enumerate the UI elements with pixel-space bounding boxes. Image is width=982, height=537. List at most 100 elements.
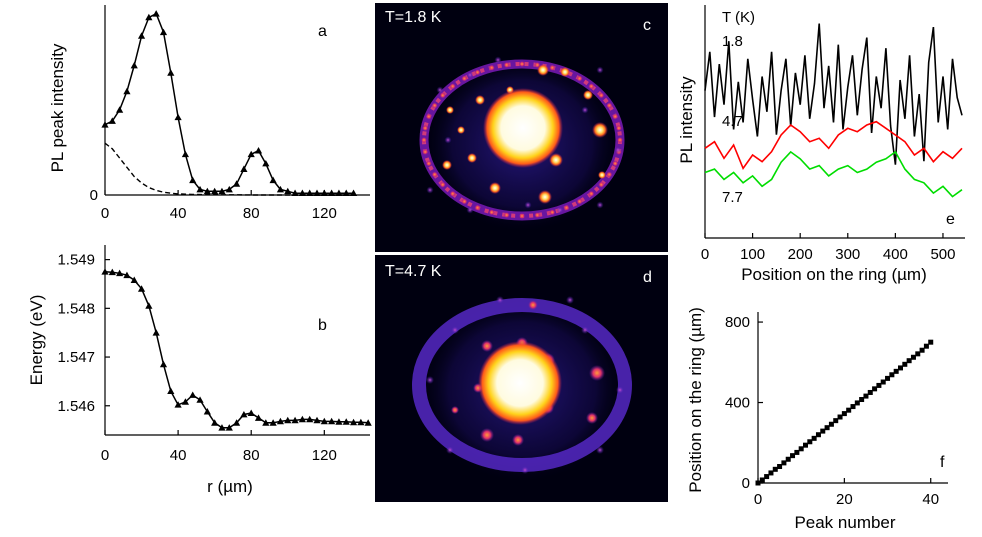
panel-e-series-line-1.8 [704,23,963,165]
panel-b-data-point [225,424,233,431]
panel-d-dim-spot [451,326,459,334]
panel-c-bright-spot [446,106,454,114]
panel-e-series-label-2: 4.7 [722,113,743,130]
panel-f-data-point [794,449,800,455]
panel-d-dim-spot [616,386,624,394]
panel-a-data-point [218,187,226,195]
panel-f-data-point [772,466,778,472]
panel-c-dim-spot [581,106,589,114]
x-tick-label: 40 [922,491,939,508]
panel-b-data-point [159,360,168,368]
panel-c-ring-spot [549,64,556,71]
panel-d-dim-spot [496,296,504,304]
panel-a-series-line [104,12,354,194]
panel-f-letter: f [940,454,945,471]
panel-b-data-point [298,415,306,423]
panel-c-ring-spot [488,64,495,71]
panel-b-data-point [101,268,109,275]
panel-b-data-point [174,401,182,408]
panel-c-bright-spot [598,171,606,179]
panel-c-ring-spot [431,102,438,109]
panel-c-bright-spot [475,95,485,105]
panel-c-ring-spot [439,181,446,188]
y-tick-label: 400 [725,395,750,412]
panel-a-data-point [152,10,160,17]
panel-c-ring-spot [549,209,556,216]
panel-b-x-axis-label: r (µm) [207,477,253,496]
panel-f-data-point [833,418,839,424]
panel-e-series-label-3: 7.7 [722,189,743,206]
panel-c-ring-spot [425,113,432,120]
panel-c-bright-spot [537,64,549,76]
panel-f-data-point [876,382,882,388]
panel-a-data-point [203,187,211,195]
panel-c-ring-spot [588,83,595,90]
panel-c-ring-spot [598,92,605,99]
panel-f-data-point [798,446,804,452]
panel-b-data-point [123,271,131,279]
panel-a-data-point [123,87,131,95]
panel-c-ring-spot [588,190,595,197]
panel-a-letter: a [318,23,327,40]
x-tick-label: 0 [101,205,109,222]
panel-b-data-point [240,410,248,418]
panel-e-plot: 0 100 200 300 400 500 PL intensity Position o… [677,5,965,284]
panel-c-ring-spot [576,198,583,205]
panel-f-data-point [846,407,852,413]
panel-a-dashed-line [104,142,354,196]
panel-b-data-point [306,415,314,423]
panel-b-data-point [247,409,255,416]
panel-c-dim-spot [466,206,474,214]
panel-b-data-point [203,408,211,415]
panel-c-dim-spot [556,206,564,214]
panel-c-bright-spot [592,122,608,138]
panel-f-data-point [837,414,843,420]
panel-b-data-point [320,417,328,425]
panel-c-ring-spot [422,124,429,132]
panel-e-series-label-1: 1.8 [722,33,743,50]
panel-b-data-point [313,416,321,424]
panel-c-ring-spot [422,148,429,156]
panel-b-data-point [254,414,263,421]
panel-c-ring-spot [563,204,570,211]
panel-f-data-point [923,343,929,349]
x-tick-label: 0 [754,491,762,508]
x-tick-label: 40 [170,447,187,464]
panel-c-ring-spot [503,61,510,69]
panel-c-ring-spot [420,136,428,144]
panel-f-data-point [828,421,834,427]
panel-c-bright-spot [442,160,452,170]
panel-f-data-point [777,464,783,470]
panel-a-plot: 0 40 80 120 0 PL peak intensity a [48,5,370,222]
panel-a-data-point [225,185,233,193]
panel-f-data-point [803,442,808,448]
panel-b-data-point [328,417,336,425]
panel-d-image: T=4.7 K d [375,255,668,502]
panel-c-dim-spot [596,66,604,74]
panel-d-dim-spot [521,466,529,474]
panel-a-data-point [167,69,175,76]
panel-c-ring-spot [474,69,481,76]
panel-b-data-point [232,419,241,426]
panel-d-dim-spot [581,326,589,334]
panel-f-data-point [824,425,830,431]
panel-a-data-point [196,185,204,193]
panel-c-ring-spot [449,190,456,197]
panel-a-data-point [101,121,109,128]
panel-f-data-point [919,347,925,353]
panel-d-central-spot [478,341,562,425]
panel-f-data-point [820,428,826,434]
panel-e-series-line-7.7 [704,150,963,198]
x-tick-label: 200 [788,246,813,263]
panel-f-data-point [885,375,891,381]
panel-e-legend-title: T (K) [722,9,755,26]
panel-f-x-axis-label: Peak number [794,513,895,532]
panel-a-data-point [211,187,219,195]
y-tick-label: 1.548 [57,300,95,317]
panel-f-data-point [781,460,787,466]
panel-f-data-point [867,389,873,395]
panel-d-spot [480,428,494,442]
panel-c-ring-spot [606,102,613,109]
panel-e-series-line-4.7 [704,120,963,170]
panel-d-letter: d [643,269,652,286]
